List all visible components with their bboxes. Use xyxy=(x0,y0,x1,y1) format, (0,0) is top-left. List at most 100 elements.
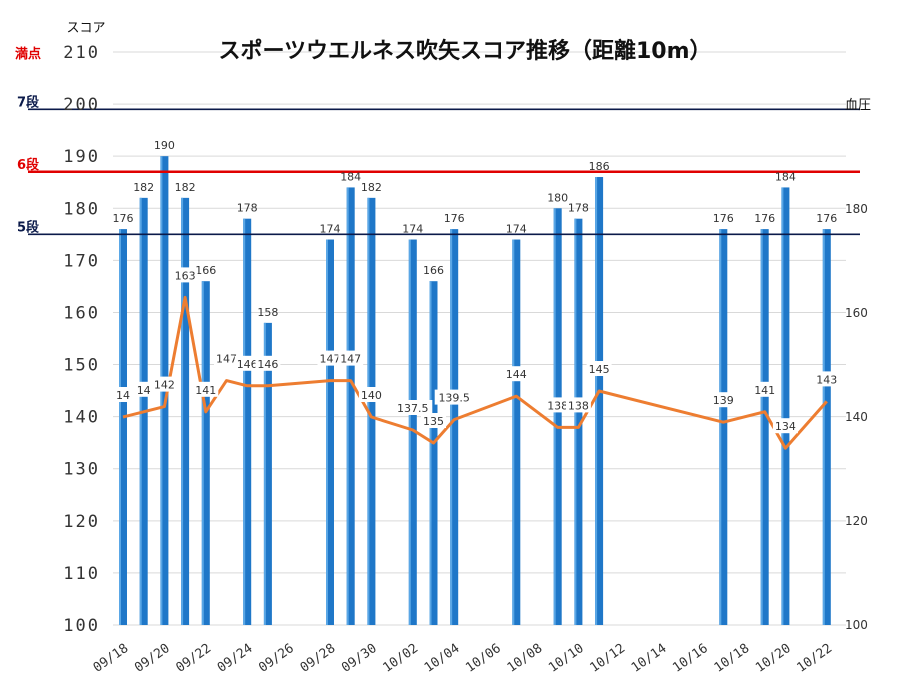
left-tick-label: 190 xyxy=(63,147,100,167)
line-label-bg xyxy=(214,350,239,366)
right-tick-label: 180 xyxy=(845,202,868,216)
reference-lines: 満点 7段 6段 5段 xyxy=(15,46,860,235)
line-label-bg xyxy=(710,392,736,408)
right-tick-label: 140 xyxy=(845,410,868,424)
bar-value-label: 182 xyxy=(133,181,154,194)
x-tick-label: 10/08 xyxy=(505,641,546,676)
bar-value-label: 176 xyxy=(113,212,134,225)
score-bar xyxy=(553,208,562,626)
line-value-label: 145 xyxy=(589,363,610,376)
line-label-bg xyxy=(151,376,177,392)
right-axis-label: 血圧 xyxy=(845,98,871,113)
line-label-bg xyxy=(586,361,612,376)
line-label-bg xyxy=(772,418,798,434)
line-value-label: 14 xyxy=(137,384,151,397)
bar-value-label: 176 xyxy=(444,212,465,225)
score-bar xyxy=(595,177,604,625)
line-value-label: 147 xyxy=(340,353,361,366)
x-tick-label: 09/18 xyxy=(91,641,132,676)
left-tick-label: 110 xyxy=(63,564,100,584)
score-bar-highlight xyxy=(512,239,515,625)
bar-value-label: 174 xyxy=(506,223,527,236)
score-bar xyxy=(450,229,459,626)
line-value-label: 139 xyxy=(713,394,734,407)
line-label-bg xyxy=(434,389,474,405)
line-value-label: 146 xyxy=(237,358,258,371)
score-bar xyxy=(263,322,272,625)
left-tick-label: 120 xyxy=(63,512,100,532)
x-tick-label: 10/20 xyxy=(753,641,794,676)
x-tick-label: 10/10 xyxy=(546,641,587,676)
data-labels: 1761821901821661781581741841821741661761… xyxy=(113,139,840,434)
line-value-label: 147 xyxy=(216,353,237,366)
score-bar xyxy=(119,229,127,626)
left-tick-label: 180 xyxy=(63,199,100,219)
line-label-bg xyxy=(565,397,591,413)
bar-value-label: 180 xyxy=(547,191,568,204)
line-value-label: 138 xyxy=(547,399,568,412)
score-bar xyxy=(243,218,252,625)
bar-value-label: 182 xyxy=(361,181,382,194)
bar-value-label: 176 xyxy=(754,212,775,225)
line-label-bg xyxy=(752,381,778,397)
score-bar xyxy=(429,281,438,625)
x-tick-label: 10/06 xyxy=(463,641,504,676)
x-tick-label: 09/30 xyxy=(339,641,380,676)
x-tick-label: 10/18 xyxy=(712,641,753,676)
left-tick-label: 170 xyxy=(63,251,100,271)
left-tick-label: 150 xyxy=(63,356,100,376)
bar-value-label: 186 xyxy=(589,160,610,173)
line-value-label: 14 xyxy=(116,389,130,402)
bar-value-label: 166 xyxy=(423,264,444,277)
gridlines xyxy=(113,51,846,626)
line-value-label: 142 xyxy=(154,379,175,392)
reference-line-label: 7段 xyxy=(17,94,39,110)
line-value-label: 147 xyxy=(320,353,341,366)
line-value-label: 134 xyxy=(775,420,796,433)
left-tick-label: 100 xyxy=(63,616,100,636)
left-tick-label: 200 xyxy=(63,95,100,115)
line-label-bg xyxy=(421,413,446,428)
score-bar xyxy=(719,229,728,626)
score-bar xyxy=(326,239,334,625)
bar-value-label: 184 xyxy=(775,170,796,183)
x-tick-label: 09/28 xyxy=(298,641,339,676)
score-bar-highlight xyxy=(595,177,598,625)
score-bars xyxy=(119,156,831,626)
right-tick-label: 160 xyxy=(845,306,868,320)
reference-line-label: 満点 xyxy=(15,46,41,62)
line-label-bg xyxy=(193,381,219,397)
line-value-label: 140 xyxy=(361,389,382,402)
x-tick-label: 10/12 xyxy=(587,641,628,676)
reference-line-label: 5段 xyxy=(17,219,39,235)
score-bar-highlight xyxy=(201,281,204,625)
blood-pressure-polyline xyxy=(122,295,828,450)
line-label-bg xyxy=(114,387,132,402)
line-value-label: 138 xyxy=(568,399,589,412)
score-bar xyxy=(181,197,190,625)
line-label-bg xyxy=(358,387,384,402)
score-bar-highlight xyxy=(263,322,266,625)
score-bar-highlight xyxy=(346,187,349,625)
left-axis-label: スコア xyxy=(66,21,105,36)
right-tick-label: 120 xyxy=(845,514,868,528)
x-tick-label: 09/24 xyxy=(215,641,256,676)
line-value-label: 141 xyxy=(195,384,216,397)
score-bar-highlight xyxy=(181,197,184,625)
x-tick-label: 10/22 xyxy=(794,641,835,676)
x-tick-label: 09/26 xyxy=(256,641,297,676)
score-bar-highlight xyxy=(243,218,246,625)
line-label-bg xyxy=(134,381,153,397)
line-label-bg xyxy=(338,350,364,366)
line-value-label: 144 xyxy=(506,368,527,381)
score-bar xyxy=(201,281,210,625)
bar-value-label: 178 xyxy=(237,202,258,215)
left-tick-label: 130 xyxy=(63,460,100,480)
score-bar-highlight xyxy=(574,218,577,625)
x-tick-label: 09/22 xyxy=(173,641,214,676)
score-bar xyxy=(408,239,417,625)
score-bar xyxy=(346,187,355,625)
x-tick-label: 10/14 xyxy=(629,641,670,676)
x-tick-label: 10/02 xyxy=(380,641,421,676)
score-bar xyxy=(367,197,376,625)
